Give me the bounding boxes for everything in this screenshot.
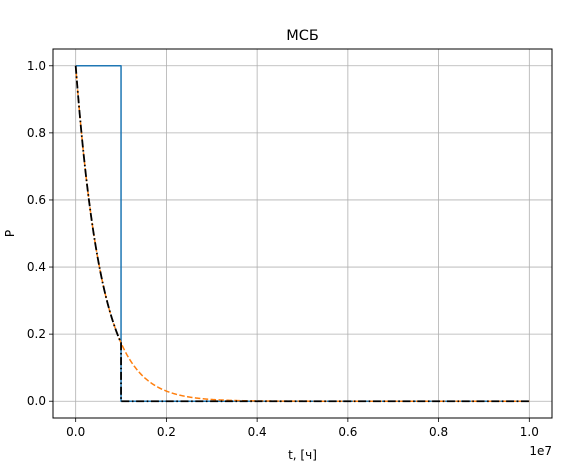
ticks: 0.0 0.2 0.4 0.6 0.8 1.0 0.0 0.2 0.4 0.6 0.8 1.0 <box>27 59 539 439</box>
y-axis-label: P <box>3 230 17 237</box>
x-tick-label: 0.6 <box>338 425 357 439</box>
axes-frame <box>52 48 553 419</box>
y-tick-label: 1.0 <box>27 59 46 73</box>
y-tick-label: 0.0 <box>27 394 46 408</box>
y-tick-label: 0.2 <box>27 327 46 341</box>
chart-title: МСБ <box>286 28 319 44</box>
x-tick-label: 0.2 <box>157 425 176 439</box>
x-axis-offset-label: 1e7 <box>529 444 552 458</box>
series-layer <box>74 65 530 403</box>
y-tick-label: 0.6 <box>27 193 46 207</box>
x-tick-label: 0.8 <box>429 425 448 439</box>
series-line-3 <box>74 65 530 403</box>
series-line-1 <box>75 65 530 402</box>
x-tick-label: 0.4 <box>248 425 267 439</box>
series-line-2 <box>74 65 530 402</box>
y-tick-label: 0.8 <box>27 126 46 140</box>
y-tick-label: 0.4 <box>27 260 46 274</box>
x-tick-label: 1.0 <box>520 425 539 439</box>
x-tick-label: 0.0 <box>66 425 85 439</box>
x-axis-label: t, [ч] <box>288 448 317 462</box>
grid <box>53 49 552 418</box>
